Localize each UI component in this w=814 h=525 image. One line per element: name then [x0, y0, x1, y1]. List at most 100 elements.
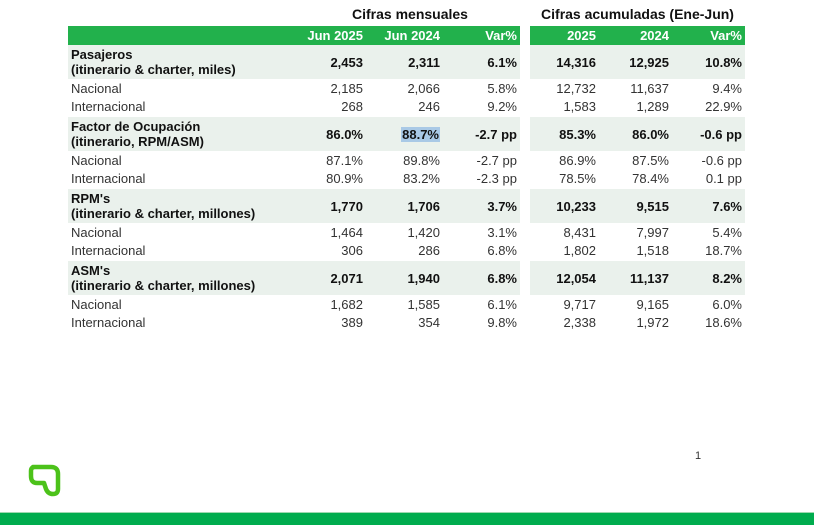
row-label: Nacional	[71, 80, 122, 96]
cell: 389	[341, 314, 363, 330]
table-row: Nacional 1,464 1,420 3.1% 8,431 7,997 5.4%	[68, 223, 745, 241]
cell: 80.9%	[326, 170, 363, 186]
cell: 10.8%	[672, 45, 745, 79]
row-label: Internacional	[71, 170, 146, 186]
cell: 2,185	[330, 80, 363, 96]
traffic-table: Jun 2025 Jun 2024 Var% 2025 2024 Var% Pasajero…	[68, 26, 745, 331]
cell: 12,054	[530, 261, 599, 295]
cell: -0.6 pp	[672, 117, 745, 151]
cell: 2,338	[563, 314, 596, 330]
cell: 83.2%	[403, 170, 440, 186]
row-label: Nacional	[71, 224, 122, 240]
row-label: Factor de Ocupación (itinerario, RPM/ASM)	[68, 117, 300, 151]
cell: 87.1%	[326, 152, 363, 168]
cell: 89.8%	[403, 152, 440, 168]
row-label: Internacional	[71, 242, 146, 258]
cell: 9.8%	[487, 314, 517, 330]
logo-icon	[27, 463, 61, 502]
cell: 10,233	[530, 189, 599, 223]
cell: 0.1 pp	[705, 170, 742, 186]
cell: 1,289	[636, 98, 669, 114]
cell: 9,515	[599, 189, 672, 223]
cell: 1,583	[563, 98, 596, 114]
column-header: 2025	[530, 26, 599, 45]
cell: 286	[418, 242, 440, 258]
cell: 1,420	[407, 224, 440, 240]
cell: 1,518	[636, 242, 669, 258]
cell: 2,066	[407, 80, 440, 96]
table-row: Internacional 80.9% 83.2% -2.3 pp 78.5% 78.4%…	[68, 169, 745, 187]
cell: 85.3%	[530, 117, 599, 151]
cell: 306	[341, 242, 363, 258]
page-number: 1	[695, 450, 702, 462]
column-header: Jun 2025	[300, 26, 366, 45]
cell: 2,311	[366, 45, 443, 79]
cell: 22.9%	[705, 98, 742, 114]
cell: 6.8%	[443, 261, 520, 295]
cell: 86.0%	[599, 117, 672, 151]
cell: 87.5%	[632, 152, 669, 168]
cell: 6.1%	[487, 296, 517, 312]
footer-bar	[0, 512, 814, 525]
row-label: RPM's (itinerario & charter, millones)	[68, 189, 300, 223]
cell: 14,316	[530, 45, 599, 79]
cell: 9.4%	[712, 80, 742, 96]
cell: 6.1%	[443, 45, 520, 79]
table-row: Nacional 2,185 2,066 5.8% 12,732 11,637 9.4%	[68, 79, 745, 97]
cell: 6.8%	[487, 242, 517, 258]
cell: 246	[418, 98, 440, 114]
cell: 1,770	[300, 189, 366, 223]
header-row: Jun 2025 Jun 2024 Var% 2025 2024 Var%	[68, 26, 745, 45]
table-row: ASM's (itinerario & charter, millones) 2,0…	[68, 261, 745, 295]
table-row: Internacional 389 354 9.8% 2,338 1,972 18.6%	[68, 313, 745, 331]
cell: 1,802	[563, 242, 596, 258]
cell: 1,972	[636, 314, 669, 330]
cell: -2.3 pp	[476, 170, 517, 186]
cell: -2.7 pp	[443, 117, 520, 151]
cell: 86.0%	[300, 117, 366, 151]
cell: 9.2%	[487, 98, 517, 114]
cell: 1,585	[407, 296, 440, 312]
column-header: Var%	[443, 26, 520, 45]
table-row: Nacional 87.1% 89.8% -2.7 pp 86.9% 87.5% -0.6 …	[68, 151, 745, 169]
cell: 2,071	[300, 261, 366, 295]
cell: 11,137	[599, 261, 672, 295]
cell: 7,997	[636, 224, 669, 240]
row-label: Internacional	[71, 98, 146, 114]
row-label: ASM's (itinerario & charter, millones)	[68, 261, 300, 295]
cell: -2.7 pp	[476, 152, 517, 168]
cell: 1,464	[330, 224, 363, 240]
cell: 12,732	[556, 80, 596, 96]
group-title-cumulative: Cifras acumuladas (Ene-Jun)	[541, 6, 734, 22]
cell: 6.0%	[712, 296, 742, 312]
cell: 1,706	[366, 189, 443, 223]
cell: 5.8%	[487, 80, 517, 96]
cell: -0.6 pp	[701, 152, 742, 168]
cell: 78.5%	[559, 170, 596, 186]
cell[interactable]: 88.7%	[366, 117, 443, 151]
cell: 354	[418, 314, 440, 330]
table-row: Internacional 306 286 6.8% 1,802 1,518 18.7%	[68, 241, 745, 259]
selected-cell-text[interactable]: 88.7%	[401, 126, 440, 142]
cell: 86.9%	[559, 152, 596, 168]
cell: 1,940	[366, 261, 443, 295]
row-label: Nacional	[71, 296, 122, 312]
cell: 8,431	[563, 224, 596, 240]
column-header: Var%	[672, 26, 745, 45]
table-row: Pasajeros (itinerario & charter, miles) 2,…	[68, 45, 745, 79]
cell: 1,682	[330, 296, 363, 312]
cell: 9,717	[563, 296, 596, 312]
cell: 9,165	[636, 296, 669, 312]
cell: 12,925	[599, 45, 672, 79]
row-label: Nacional	[71, 152, 122, 168]
table-row: Nacional 1,682 1,585 6.1% 9,717 9,165 6.0%	[68, 295, 745, 313]
cell: 2,453	[300, 45, 366, 79]
row-label: Internacional	[71, 314, 146, 330]
column-header: Jun 2024	[366, 26, 443, 45]
cell: 7.6%	[672, 189, 745, 223]
table-row: Factor de Ocupación (itinerario, RPM/ASM)…	[68, 117, 745, 151]
cell: 5.4%	[712, 224, 742, 240]
cell: 18.7%	[705, 242, 742, 258]
cell: 18.6%	[705, 314, 742, 330]
cell: 8.2%	[672, 261, 745, 295]
